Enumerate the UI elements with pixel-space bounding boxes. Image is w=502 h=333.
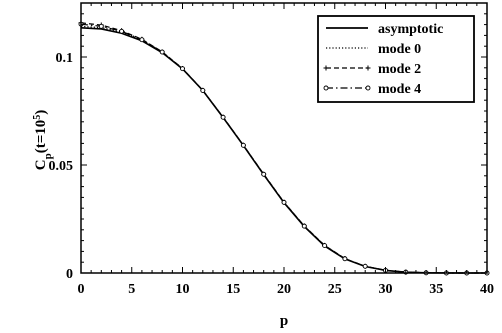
legend: asymptotic mode 0 mode 2 mode 4 xyxy=(317,15,475,103)
x-axis-title: p xyxy=(280,313,288,329)
x-tick-label: 10 xyxy=(176,282,190,297)
series-3-point xyxy=(362,263,368,269)
x-tick-label: 30 xyxy=(379,282,393,297)
legend-label-1: mode 0 xyxy=(378,42,421,57)
x-tick-label: 35 xyxy=(429,282,443,297)
legend-marker xyxy=(365,65,371,71)
series-3-point xyxy=(240,142,246,148)
series-3-point xyxy=(139,37,145,43)
legend-label-0: asymptotic xyxy=(378,22,443,37)
series-3-point xyxy=(200,88,206,93)
x-tick-label: 0 xyxy=(78,282,85,297)
x-tick-label: 15 xyxy=(226,282,240,297)
y-axis-title-part: C xyxy=(33,159,49,170)
legend-marker xyxy=(365,85,371,91)
series-3-point xyxy=(261,171,267,177)
series-3-point xyxy=(98,23,104,29)
series-3-point xyxy=(281,199,287,205)
series-3-point xyxy=(322,243,328,249)
series-3-point xyxy=(180,66,185,72)
series-3-point xyxy=(301,223,307,229)
legend-label-2: mode 2 xyxy=(378,62,421,77)
y-tick-label: 0 xyxy=(66,267,73,282)
series-3-point xyxy=(119,28,125,34)
y-axis-title-part: p xyxy=(42,153,54,159)
series-3-point xyxy=(159,49,165,55)
y-axis-title-part: 5 xyxy=(32,115,43,120)
legend-label-3: mode 4 xyxy=(378,82,421,97)
y-tick-label: 0.05 xyxy=(49,159,74,174)
series-3-point xyxy=(220,114,226,120)
x-tick-label: 20 xyxy=(277,282,291,297)
y-axis-title-part: (t=10 xyxy=(33,120,49,154)
series-line-1 xyxy=(80,25,487,274)
y-axis-title: Cp(t=105) xyxy=(32,110,55,171)
x-tick-label: 25 xyxy=(328,282,342,297)
series-3-point xyxy=(342,256,348,262)
y-tick-label: 0.1 xyxy=(56,51,74,66)
x-tick-label: 40 xyxy=(480,282,494,297)
y-axis-title-part: ) xyxy=(33,110,49,115)
legend-marker xyxy=(323,65,329,71)
x-tick-label: 5 xyxy=(128,282,135,297)
legend-marker xyxy=(323,85,329,91)
